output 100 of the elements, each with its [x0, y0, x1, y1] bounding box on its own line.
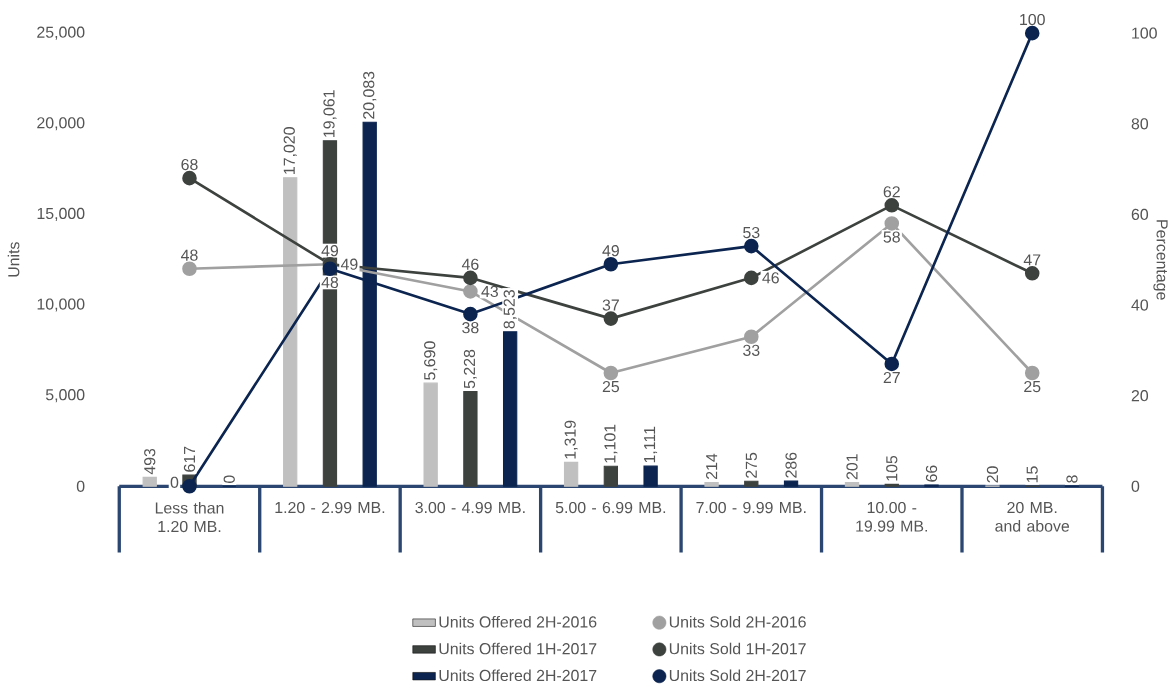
point	[744, 329, 759, 345]
data-label: 214	[706, 453, 718, 480]
data-label: 0	[170, 476, 179, 489]
point	[744, 270, 759, 286]
data-label: 617	[183, 446, 196, 472]
bar	[783, 480, 799, 488]
bar	[643, 465, 658, 488]
data-label: 25	[602, 381, 620, 393]
point	[744, 239, 759, 254]
y2-axis-title: Percentage	[1153, 220, 1168, 300]
y2-tick-label: 100	[1132, 27, 1157, 39]
point	[182, 479, 197, 494]
x-tick-label: 1.20 - 2.99 MB.	[275, 502, 385, 514]
data-label: 53	[743, 227, 760, 239]
point	[322, 261, 338, 277]
bar	[844, 482, 860, 488]
y-tick-label: 25,000	[37, 26, 85, 40]
data-label: 46	[461, 258, 479, 271]
data-label: 49	[321, 245, 339, 257]
point	[603, 365, 619, 381]
data-label: 1,111	[644, 427, 658, 463]
data-label: 0	[223, 475, 235, 484]
legend-label: Units Offered 2H-2016	[439, 616, 597, 628]
bar	[142, 477, 157, 488]
point	[463, 306, 478, 322]
data-label: 15	[1026, 466, 1038, 483]
data-label: 1,319	[564, 420, 578, 459]
data-label: 493	[144, 449, 156, 475]
legend-label: Units Sold 2H-2016	[669, 616, 806, 628]
data-label: 33	[743, 344, 760, 357]
data-label: 66	[925, 465, 938, 482]
data-label: 49	[340, 258, 358, 271]
point	[884, 356, 900, 372]
data-label: 100	[1020, 14, 1045, 26]
data-label: 25	[1024, 381, 1041, 393]
y2-tick-label: 40	[1131, 299, 1149, 311]
point	[1024, 266, 1040, 281]
bar	[502, 331, 518, 488]
x-tick-label: 5.00 - 6.99 MB.	[555, 502, 666, 514]
x-tick-label: Less than 1.20 MB.	[155, 502, 224, 533]
y-tick-label: 10,000	[37, 298, 85, 312]
data-label: 17,020	[283, 127, 297, 175]
data-label: 27	[883, 372, 900, 384]
bar	[463, 391, 478, 488]
legend-label: Units Sold 2H-2017	[669, 669, 806, 682]
y2-tick-label: 0	[1131, 480, 1140, 493]
y-axis-title: Units	[7, 242, 20, 277]
point	[463, 270, 478, 286]
data-label: 68	[181, 159, 198, 171]
bar	[283, 177, 298, 488]
bar	[563, 462, 579, 488]
data-label: 48	[321, 276, 339, 289]
data-label: 19,061	[323, 90, 337, 138]
y2-tick-label: 80	[1131, 118, 1149, 130]
data-label: 275	[745, 452, 757, 479]
data-label: 8	[1066, 475, 1078, 483]
legend-label: Units Sold 1H-2017	[669, 642, 806, 655]
x-tick-label: 20 MB. and above	[995, 502, 1070, 532]
x-tick-label: 10.00 - 19.99 MB.	[856, 502, 927, 532]
data-label: 49	[602, 245, 619, 257]
y-tick-label: 15,000	[37, 208, 85, 222]
legend-label: Units Offered 2H-2017	[439, 669, 597, 682]
y-tick-label: 0	[76, 480, 85, 493]
data-label: 62	[883, 186, 900, 198]
point	[1024, 26, 1040, 41]
y2-tick-label: 20	[1131, 390, 1149, 402]
x-tick-label: 3.00 - 4.99 MB.	[415, 502, 525, 514]
data-label: 38	[462, 322, 479, 334]
data-label: 20,083	[363, 71, 377, 119]
point	[182, 171, 197, 186]
bar	[603, 465, 619, 488]
x-tick-label: 7.00 - 9.99 MB.	[696, 502, 806, 514]
data-label: 5,690	[424, 341, 438, 381]
data-label: 286	[785, 452, 797, 478]
bar	[423, 382, 438, 488]
data-label: 48	[181, 249, 198, 261]
data-label: 43	[481, 285, 498, 298]
data-label: 37	[602, 299, 619, 311]
data-label: 201	[846, 454, 858, 480]
data-label: 5,228	[463, 349, 477, 389]
y2-tick-label: 60	[1131, 208, 1149, 221]
point	[463, 284, 478, 299]
point	[603, 257, 619, 272]
legend-label: Units Offered 1H-2017	[439, 642, 597, 655]
data-label: 8,523	[503, 290, 517, 329]
data-label: 1,101	[604, 424, 618, 463]
data-label: 46	[762, 272, 779, 284]
point	[884, 198, 900, 213]
data-label: 58	[883, 231, 900, 243]
data-label: 105	[886, 456, 898, 481]
point	[1024, 365, 1040, 381]
bar	[704, 482, 719, 488]
y-tick-label: 20,000	[37, 117, 85, 131]
data-label: 47	[1023, 254, 1041, 266]
point	[884, 216, 900, 231]
point	[603, 311, 619, 327]
bar	[744, 480, 759, 488]
point	[182, 261, 197, 277]
data-label: 20	[986, 466, 999, 483]
y-tick-label: 5,000	[45, 389, 85, 403]
